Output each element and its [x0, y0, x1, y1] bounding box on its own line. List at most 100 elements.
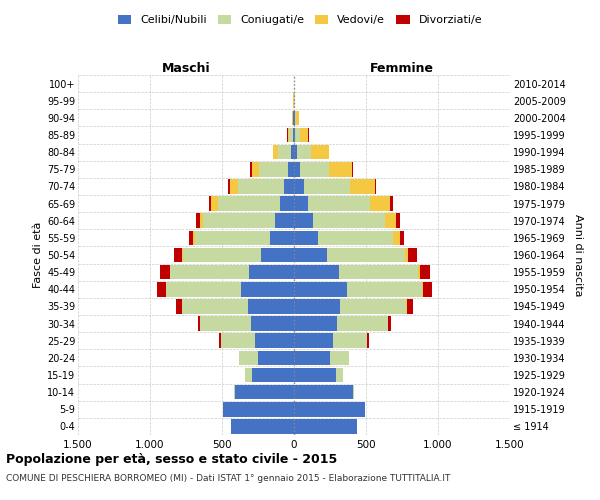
- Bar: [329, 162, 352, 176]
- Bar: [330, 350, 349, 365]
- Bar: [423, 282, 433, 296]
- Bar: [296, 110, 299, 125]
- Bar: [252, 368, 294, 382]
- Bar: [350, 179, 374, 194]
- Bar: [311, 145, 329, 160]
- Bar: [294, 214, 313, 228]
- Bar: [294, 145, 297, 160]
- Bar: [284, 179, 294, 194]
- Bar: [275, 214, 294, 228]
- Bar: [248, 299, 294, 314]
- Bar: [166, 282, 241, 296]
- Bar: [301, 128, 308, 142]
- Bar: [391, 196, 393, 211]
- Bar: [327, 248, 405, 262]
- Text: Femmine: Femmine: [370, 62, 434, 75]
- Y-axis label: Fasce di età: Fasce di età: [32, 222, 43, 288]
- Bar: [295, 110, 296, 125]
- Bar: [337, 316, 388, 331]
- Bar: [319, 230, 394, 245]
- Bar: [409, 248, 417, 262]
- Text: Maschi: Maschi: [161, 62, 211, 75]
- Bar: [193, 230, 194, 245]
- Bar: [157, 282, 166, 296]
- Bar: [294, 230, 319, 245]
- Bar: [400, 230, 404, 245]
- Bar: [287, 128, 289, 142]
- Bar: [203, 214, 275, 228]
- Bar: [235, 385, 294, 400]
- Bar: [209, 196, 211, 211]
- Bar: [304, 179, 350, 194]
- Bar: [340, 299, 406, 314]
- Bar: [196, 214, 200, 228]
- Bar: [294, 282, 347, 296]
- Bar: [294, 196, 308, 211]
- Bar: [200, 214, 203, 228]
- Bar: [228, 179, 230, 194]
- Legend: Celibi/Nubili, Coniugati/e, Vedovi/e, Divorziati/e: Celibi/Nubili, Coniugati/e, Vedovi/e, Di…: [113, 10, 487, 30]
- Bar: [182, 299, 248, 314]
- Bar: [294, 419, 358, 434]
- Bar: [338, 265, 418, 280]
- Bar: [405, 248, 409, 262]
- Bar: [245, 368, 252, 382]
- Bar: [419, 265, 430, 280]
- Bar: [394, 230, 400, 245]
- Bar: [230, 179, 238, 194]
- Bar: [308, 196, 370, 211]
- Bar: [294, 385, 353, 400]
- Bar: [241, 282, 294, 296]
- Bar: [385, 214, 396, 228]
- Bar: [255, 334, 294, 348]
- Bar: [251, 162, 259, 176]
- Bar: [183, 248, 261, 262]
- Bar: [294, 368, 336, 382]
- Bar: [418, 265, 419, 280]
- Bar: [250, 162, 251, 176]
- Bar: [280, 196, 294, 211]
- Bar: [220, 334, 221, 348]
- Bar: [294, 110, 295, 125]
- Bar: [269, 230, 294, 245]
- Bar: [370, 196, 391, 211]
- Bar: [422, 282, 423, 296]
- Bar: [174, 248, 182, 262]
- Bar: [251, 316, 294, 331]
- Bar: [295, 128, 301, 142]
- Bar: [294, 350, 330, 365]
- Bar: [218, 196, 280, 211]
- Bar: [297, 145, 311, 160]
- Bar: [336, 368, 343, 382]
- Bar: [294, 162, 300, 176]
- Bar: [353, 385, 354, 400]
- Bar: [294, 248, 327, 262]
- Bar: [374, 179, 376, 194]
- Bar: [388, 316, 391, 331]
- Text: COMUNE DI PESCHIERA BORROMEO (MI) - Dati ISTAT 1° gennaio 2015 - Elaborazione TU: COMUNE DI PESCHIERA BORROMEO (MI) - Dati…: [6, 474, 451, 483]
- Bar: [176, 299, 182, 314]
- Bar: [407, 299, 413, 314]
- Bar: [294, 179, 304, 194]
- Y-axis label: Anni di nascita: Anni di nascita: [572, 214, 583, 296]
- Bar: [300, 162, 329, 176]
- Bar: [194, 230, 269, 245]
- Bar: [200, 316, 251, 331]
- Bar: [250, 265, 294, 280]
- Bar: [273, 145, 278, 160]
- Bar: [238, 179, 284, 194]
- Bar: [230, 419, 294, 434]
- Bar: [188, 230, 193, 245]
- Bar: [352, 162, 353, 176]
- Bar: [294, 334, 333, 348]
- Bar: [160, 265, 170, 280]
- Bar: [288, 162, 294, 176]
- Bar: [278, 145, 291, 160]
- Bar: [170, 265, 250, 280]
- Bar: [294, 402, 365, 416]
- Bar: [239, 350, 258, 365]
- Bar: [211, 196, 218, 211]
- Bar: [294, 316, 337, 331]
- Bar: [261, 248, 294, 262]
- Bar: [347, 282, 422, 296]
